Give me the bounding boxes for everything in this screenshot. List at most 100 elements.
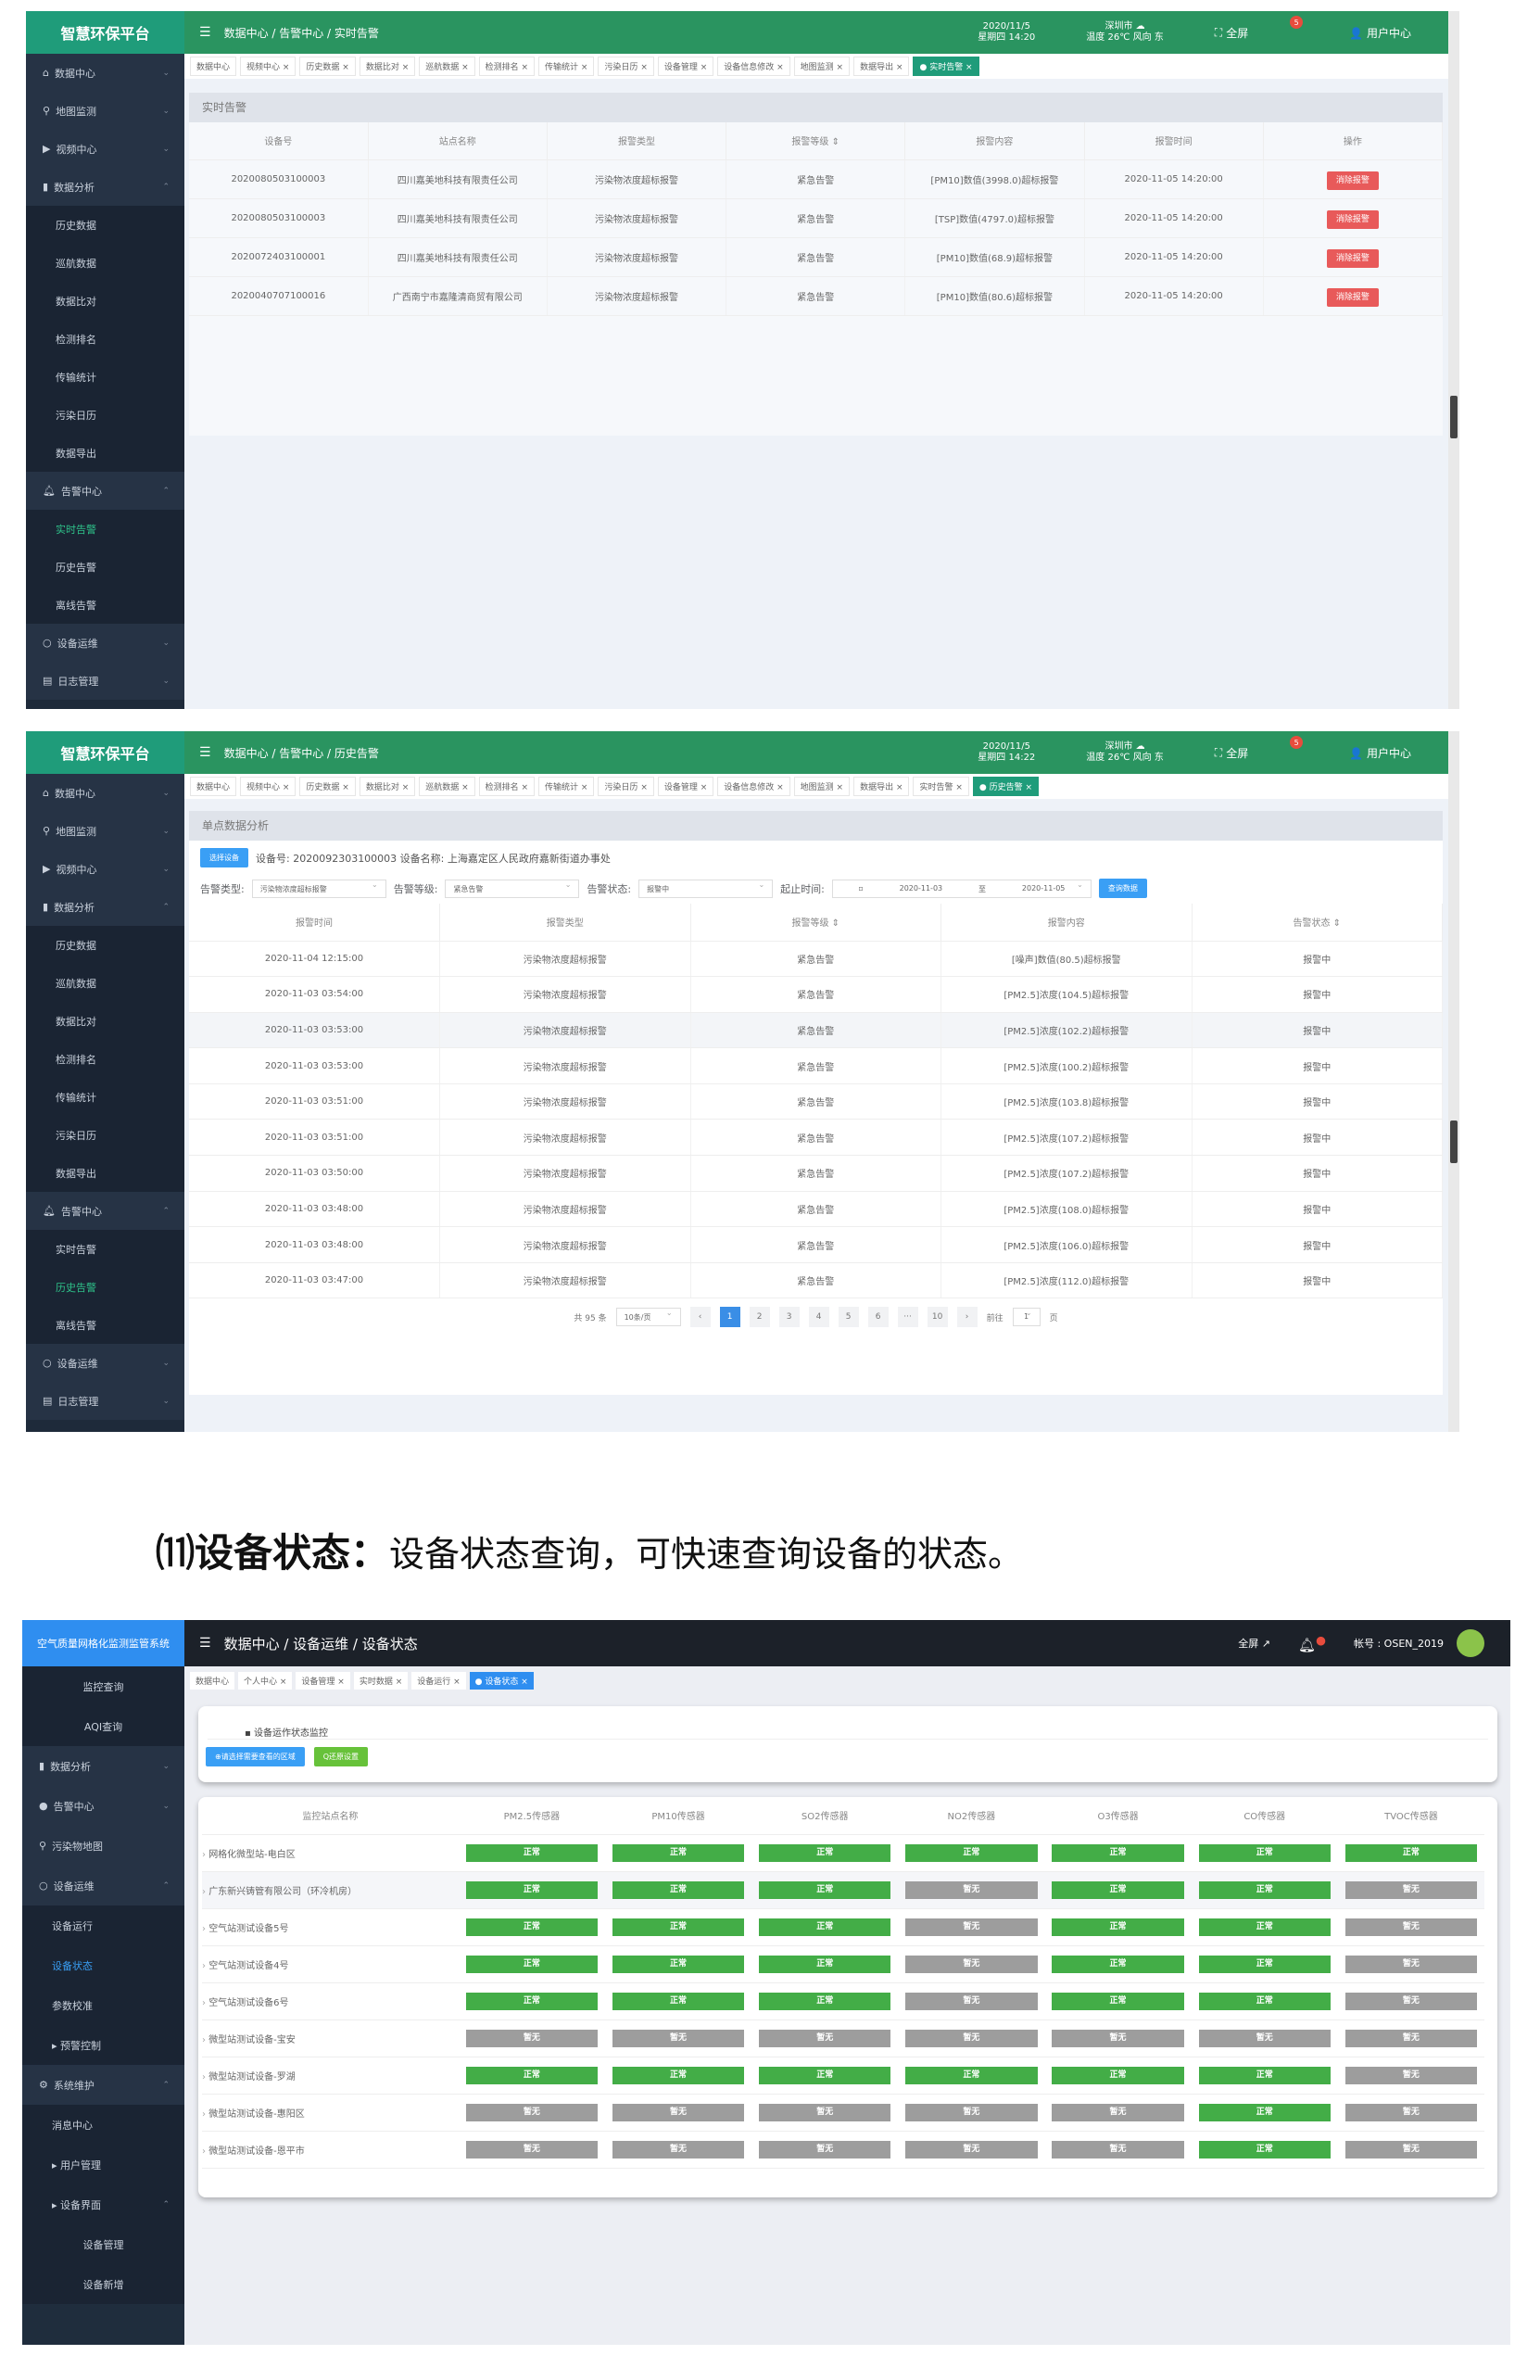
sidebar-item[interactable]: 污染日历: [26, 1116, 184, 1154]
sidebar-item[interactable]: 检测排名: [26, 1040, 184, 1078]
sidebar-item[interactable]: ⚲ 地图监测 ⌄: [26, 92, 184, 130]
sidebar-item[interactable]: ▮ 数据分析 ⌃: [26, 168, 184, 206]
column-header[interactable]: 报警内容: [904, 122, 1085, 160]
tab[interactable]: 巡航数据 ×: [419, 777, 475, 796]
table-row[interactable]: › 空气站测试设备5号 正常 正常 正常 暂无 正常 正常 暂无: [202, 1908, 1484, 1946]
tab[interactable]: 个人中心 ×: [238, 1671, 293, 1690]
tab[interactable]: 设备信息修改 ×: [717, 57, 790, 76]
sidebar-item[interactable]: ⚲ 地图监测 ⌄: [26, 812, 184, 850]
column-header[interactable]: PM2.5传感器: [458, 1797, 605, 1835]
tab[interactable]: 传输统计 ×: [538, 777, 595, 796]
clear-alarm-button[interactable]: 消除报警: [1326, 209, 1379, 229]
tab[interactable]: 数据导出 ×: [853, 57, 910, 76]
sidebar-item[interactable]: 🔔︎ 告警中心 ⌃: [26, 1192, 184, 1230]
next-page-button[interactable]: ›: [956, 1307, 978, 1328]
expand-chevron-icon[interactable]: ›: [202, 1997, 209, 2008]
select-device-button[interactable]: 选择设备: [200, 848, 248, 867]
column-header[interactable]: 站点名称: [368, 122, 548, 160]
goto-page-input[interactable]: 1: [1012, 1308, 1041, 1327]
sidebar-item[interactable]: ● 告警中心 ⌄: [22, 1786, 184, 1826]
table-row[interactable]: › 微型站测试设备-罗湖 正常 正常 正常 正常 正常 正常 暂无: [202, 2057, 1484, 2095]
sidebar-item[interactable]: 数据导出: [26, 1154, 184, 1192]
sidebar-item[interactable]: 监控查询: [22, 1666, 184, 1706]
table-row[interactable]: › 微型站测试设备-宝安 暂无 暂无 暂无 暂无 暂无 暂无 暂无: [202, 2019, 1484, 2057]
tab[interactable]: 设备管理 ×: [296, 1671, 350, 1690]
date-range-picker[interactable]: ▫ 2020-11-03 至 2020-11-05: [831, 879, 1092, 898]
tab[interactable]: 数据中心: [190, 1671, 235, 1690]
tab[interactable]: 实时数据 ×: [353, 1671, 409, 1690]
table-row[interactable]: › 微型站测试设备-惠阳区 暂无 暂无 暂无 暂无 暂无 正常 暂无: [202, 2094, 1484, 2132]
column-header[interactable]: NO2传感器: [898, 1797, 1045, 1835]
column-header[interactable]: 报警时间: [1084, 122, 1264, 160]
tab[interactable]: 数据比对 ×: [359, 57, 416, 76]
alarm-level-select[interactable]: 紧急告警: [445, 879, 580, 898]
sidebar-item[interactable]: ○ 设备运维 ⌄: [26, 1344, 184, 1382]
sidebar-item[interactable]: ▤ 日志管理 ⌄: [26, 662, 184, 700]
sidebar-item[interactable]: ⌂ 数据中心 ⌄: [26, 54, 184, 92]
sidebar-item[interactable]: 巡航数据: [26, 964, 184, 1002]
notification-badge[interactable]: 5: [1290, 736, 1304, 749]
sidebar-item[interactable]: ○ 设备运维 ⌃: [22, 1866, 184, 1905]
column-header[interactable]: CO传感器: [1191, 1797, 1338, 1835]
table-row[interactable]: › 网格化微型站-电白区 正常 正常 正常 正常 正常 正常 正常: [202, 1834, 1484, 1872]
sidebar-item[interactable]: 设备新增: [22, 2264, 184, 2304]
page-button[interactable]: 1: [719, 1307, 740, 1328]
table-row[interactable]: › 广东新兴铸管有限公司（环冷机房） 正常 正常 正常 暂无 正常 正常 暂无: [202, 1871, 1484, 1909]
sidebar-item[interactable]: 离线告警: [26, 586, 184, 624]
tab[interactable]: 污染日历 ×: [598, 57, 654, 76]
tab[interactable]: 视频中心 ×: [240, 57, 297, 76]
menu-toggle-icon[interactable]: ☰: [199, 745, 211, 760]
sidebar-item[interactable]: 传输统计: [26, 358, 184, 396]
column-header[interactable]: 告警状态 ⇕: [1192, 904, 1443, 942]
sidebar-item[interactable]: 设备状态: [22, 1945, 184, 1985]
page-button[interactable]: 6: [867, 1307, 889, 1328]
sidebar-item[interactable]: 数据比对: [26, 282, 184, 320]
notification-badge[interactable]: 5: [1290, 16, 1304, 29]
page-size-select[interactable]: 10条/页: [615, 1308, 681, 1327]
tab[interactable]: 污染日历 ×: [598, 777, 654, 796]
alarm-type-select[interactable]: 污染物浓度超标报警: [251, 879, 386, 898]
tab[interactable]: 检测排名 ×: [478, 57, 536, 76]
tab[interactable]: 实时告警 ×: [913, 777, 969, 796]
sidebar-item[interactable]: 实时告警: [26, 510, 184, 548]
bell-icon[interactable]: 🔔︎●: [1298, 1633, 1326, 1653]
column-header[interactable]: SO2传感器: [751, 1797, 899, 1835]
sidebar-item[interactable]: 设备运行: [22, 1905, 184, 1945]
sidebar-item[interactable]: ⚲ 污染物地图: [22, 1826, 184, 1866]
page-button[interactable]: 3: [778, 1307, 800, 1328]
tab[interactable]: 设备管理 ×: [657, 57, 714, 76]
sidebar-item[interactable]: ⌂ 数据中心 ⌄: [26, 774, 184, 812]
select-region-button[interactable]: ⊕请选择需要查看的区域: [206, 1747, 305, 1766]
sidebar-item[interactable]: 数据比对: [26, 1002, 184, 1040]
tab[interactable]: 地图监测 ×: [793, 57, 851, 76]
sidebar-item[interactable]: 传输统计: [26, 1078, 184, 1116]
alarm-status-select[interactable]: 报警中: [638, 879, 774, 898]
clear-alarm-button[interactable]: 消除报警: [1326, 171, 1379, 190]
fullscreen-button[interactable]: ⛶ 全屏: [1215, 745, 1248, 761]
column-header[interactable]: 报警类型: [547, 122, 727, 160]
sidebar-item[interactable]: 消息中心: [22, 2105, 184, 2145]
tab[interactable]: 检测排名 ×: [478, 777, 536, 796]
tab[interactable]: ● 历史告警 ×: [972, 777, 1040, 796]
sidebar-item[interactable]: 检测排名: [26, 320, 184, 358]
tab[interactable]: 数据比对 ×: [359, 777, 416, 796]
page-button[interactable]: ···: [897, 1307, 918, 1328]
sidebar-item[interactable]: 历史数据: [26, 926, 184, 964]
tab[interactable]: 设备信息修改 ×: [717, 777, 790, 796]
column-header[interactable]: 报警等级 ⇕: [726, 122, 906, 160]
expand-chevron-icon[interactable]: ›: [202, 2071, 209, 2082]
tab[interactable]: 设备管理 ×: [657, 777, 714, 796]
expand-chevron-icon[interactable]: ›: [202, 1960, 209, 1971]
expand-chevron-icon[interactable]: ›: [202, 1849, 209, 1860]
sidebar-item[interactable]: 历史告警: [26, 548, 184, 586]
sidebar-item[interactable]: 历史数据: [26, 206, 184, 244]
tab[interactable]: ● 设备状态 ×: [469, 1671, 534, 1690]
sidebar-item[interactable]: 历史告警: [26, 1268, 184, 1306]
sidebar-item[interactable]: ▶ 视频中心 ⌄: [26, 850, 184, 888]
sidebar-item[interactable]: 实时告警: [26, 1230, 184, 1268]
sidebar-item[interactable]: 设备管理: [22, 2224, 184, 2264]
clear-alarm-button[interactable]: 消除报警: [1326, 287, 1379, 307]
column-header[interactable]: 报警时间: [189, 904, 440, 942]
sidebar-item[interactable]: 巡航数据: [26, 244, 184, 282]
avatar[interactable]: [1457, 1629, 1484, 1657]
